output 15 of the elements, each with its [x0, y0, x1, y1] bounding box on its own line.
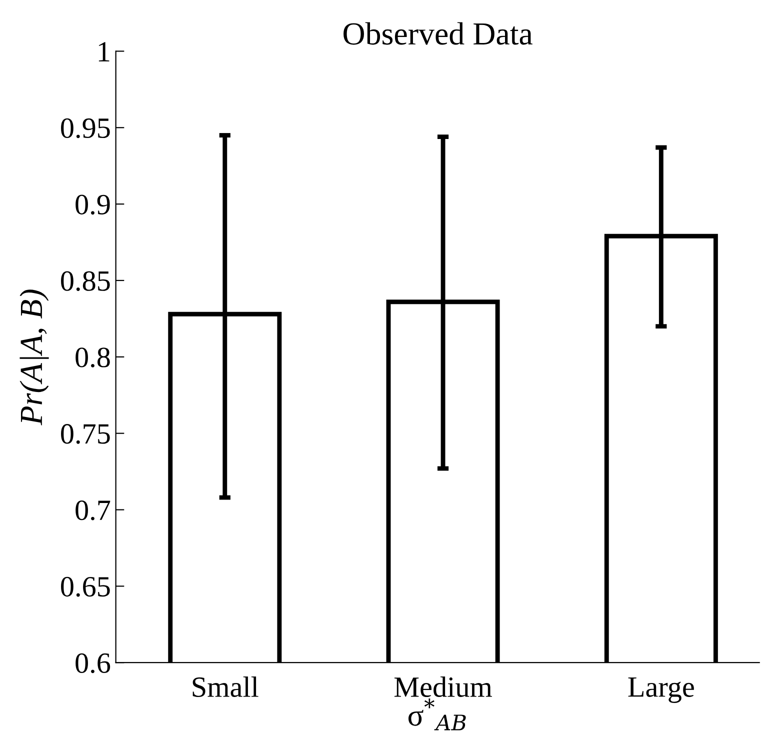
y-tick-label: 1: [98, 42, 110, 62]
y-tick-label: 0.6: [76, 653, 110, 674]
y-tick-label: 0.65: [61, 576, 110, 597]
y-tick-label: 0.8: [76, 348, 110, 368]
x-tick-label: Medium: [394, 676, 492, 698]
y-tick-label: 0.7: [76, 500, 110, 520]
y-axis-title: Pr(A|A, B): [20, 290, 49, 426]
chart-title: Observed Data: [344, 22, 532, 45]
y-tick-label: 0.85: [61, 271, 110, 292]
x-tick-label: Large: [628, 678, 694, 703]
y-tick-label: 0.75: [61, 424, 110, 444]
y-tick-label: 0.95: [61, 118, 110, 138]
y-tick-label: 0.9: [76, 194, 110, 215]
x-axis-title: σ$^{*}$$_{AB}$: [408, 698, 466, 730]
x-tick-label: Small: [192, 676, 258, 698]
